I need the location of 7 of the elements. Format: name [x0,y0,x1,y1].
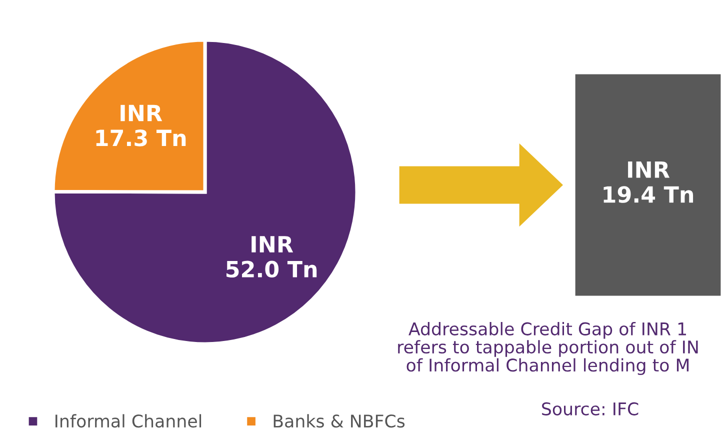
text: INR 19.4 Tn [604,161,694,203]
legend-label: Informal Channel [56,414,202,428]
legend-label: Banks & NBFCs [274,414,405,428]
data-label: INR 52.0 Tn [226,236,317,278]
data-label: INR 17.3 Tn [96,104,186,146]
text: Addressable Credit Gap of INR 1 refers to tappable portion out of IN of Informal Channel lending to M [398,322,698,376]
source-note: Source: IFC [542,402,638,416]
